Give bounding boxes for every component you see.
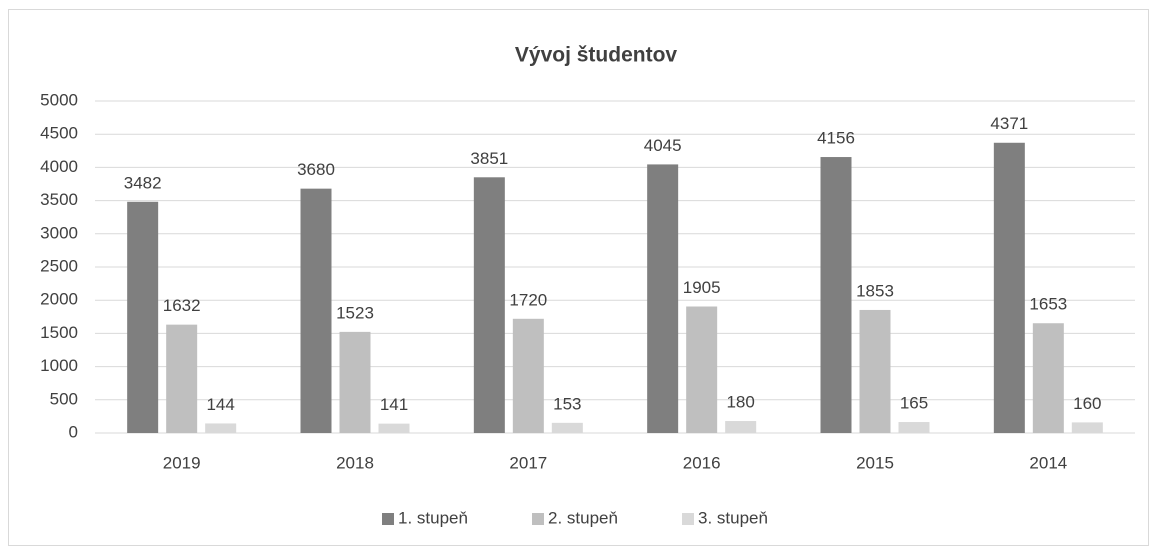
bar (820, 157, 852, 433)
data-label: 1653 (1029, 295, 1067, 314)
legend-label: 3. stupeň (698, 508, 768, 527)
data-label: 3482 (124, 173, 162, 192)
y-tick-label: 2000 (40, 290, 78, 309)
legend-label: 1. stupeň (398, 508, 468, 527)
bar (166, 324, 198, 433)
legend-swatch (382, 513, 394, 525)
x-tick-label: 2014 (1029, 453, 1067, 472)
data-label: 3851 (470, 149, 508, 168)
bar (300, 188, 332, 433)
data-label: 1905 (683, 278, 721, 297)
bar (1071, 422, 1103, 433)
bar (1032, 323, 1064, 433)
data-label: 1523 (336, 303, 374, 322)
x-tick-label: 2017 (509, 453, 547, 472)
data-label: 4156 (817, 129, 855, 148)
y-tick-label: 1500 (40, 323, 78, 342)
bar (378, 423, 410, 433)
data-label: 4371 (990, 114, 1028, 133)
chart-title: Vývoj študentov (515, 44, 678, 67)
bar (205, 423, 237, 433)
y-tick-label: 5000 (40, 90, 78, 109)
data-label: 1853 (856, 281, 894, 300)
y-tick-label: 4000 (40, 157, 78, 176)
bar (898, 422, 930, 433)
bar (512, 318, 544, 433)
data-label: 1632 (163, 296, 201, 315)
data-label: 165 (900, 394, 928, 413)
y-tick-label: 3500 (40, 190, 78, 209)
legend-swatch (532, 513, 544, 525)
bar (127, 201, 159, 433)
x-tick-label: 2015 (856, 453, 894, 472)
legend-label: 2. stupeň (548, 508, 618, 527)
bar (551, 422, 583, 433)
bar (686, 306, 718, 433)
data-label: 180 (726, 393, 754, 412)
bar (339, 331, 371, 433)
data-label: 141 (380, 395, 408, 414)
data-label: 153 (553, 394, 581, 413)
legend-swatch (682, 513, 694, 525)
bar (993, 142, 1025, 433)
data-label: 160 (1073, 394, 1101, 413)
x-tick-label: 2018 (336, 453, 374, 472)
chart-border (8, 9, 1149, 546)
y-tick-label: 500 (50, 389, 78, 408)
y-tick-label: 2500 (40, 256, 78, 275)
data-label: 4045 (644, 136, 682, 155)
bar (859, 309, 891, 433)
data-label: 3680 (297, 160, 335, 179)
bar (647, 164, 679, 434)
x-tick-label: 2019 (163, 453, 201, 472)
y-tick-label: 0 (69, 422, 78, 441)
x-tick-label: 2016 (683, 453, 721, 472)
y-tick-label: 3000 (40, 223, 78, 242)
y-tick-label: 4500 (40, 124, 78, 143)
y-tick-label: 1000 (40, 356, 78, 375)
data-label: 1720 (509, 290, 547, 309)
data-label: 144 (206, 395, 234, 414)
bar (473, 177, 505, 433)
bar (725, 421, 757, 433)
